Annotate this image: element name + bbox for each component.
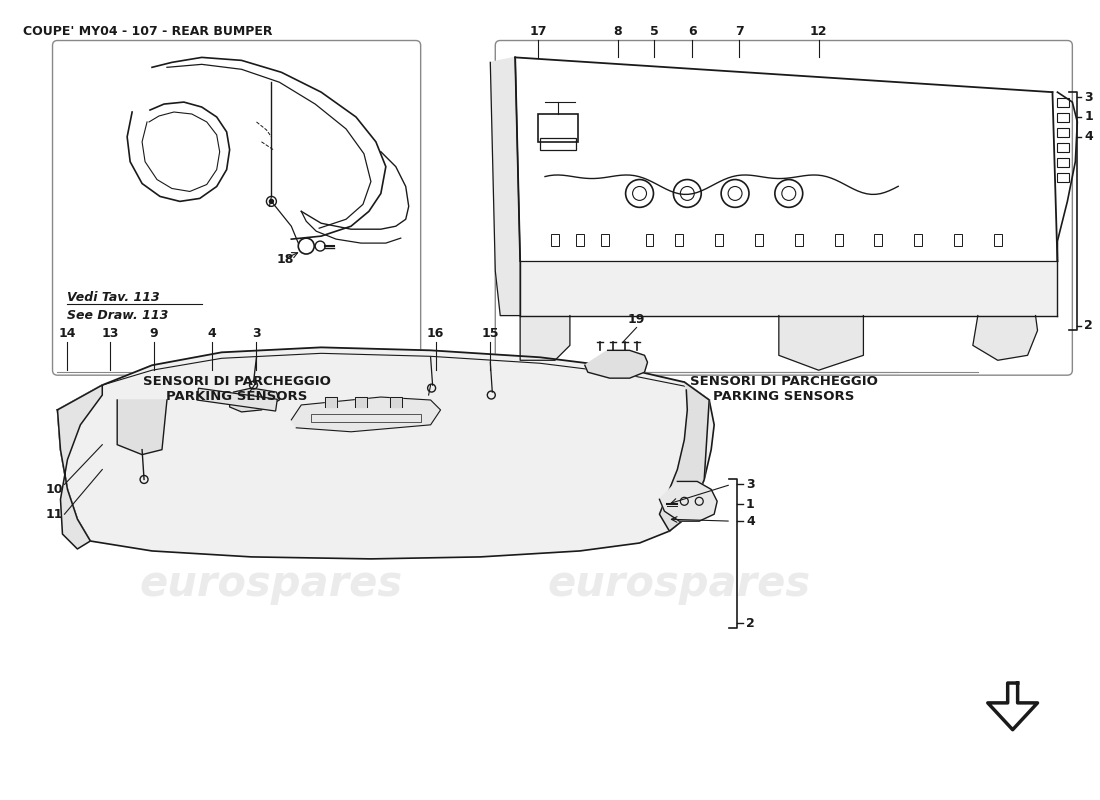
- Polygon shape: [118, 400, 167, 454]
- Text: 16: 16: [427, 327, 444, 341]
- Polygon shape: [520, 315, 570, 360]
- Text: 11: 11: [46, 508, 64, 521]
- Text: eurospares: eurospares: [140, 197, 333, 226]
- Text: 18: 18: [276, 253, 294, 266]
- Text: 2: 2: [746, 617, 755, 630]
- Text: eurospares: eurospares: [140, 562, 403, 605]
- Bar: [1057, 173, 1069, 182]
- Bar: [755, 234, 763, 246]
- Bar: [1057, 158, 1069, 166]
- Polygon shape: [326, 397, 337, 407]
- Text: eurospares: eurospares: [688, 197, 880, 226]
- Bar: [551, 234, 559, 246]
- Text: 4: 4: [746, 514, 755, 528]
- Polygon shape: [585, 350, 648, 378]
- Text: See Draw. 113: See Draw. 113: [67, 309, 168, 322]
- Polygon shape: [57, 347, 714, 559]
- Text: 7: 7: [735, 25, 744, 38]
- Bar: [1057, 142, 1069, 152]
- Polygon shape: [988, 683, 1037, 730]
- Bar: [993, 234, 1002, 246]
- Bar: [835, 234, 843, 246]
- Text: SENSORI DI PARCHEGGIO: SENSORI DI PARCHEGGIO: [690, 375, 878, 388]
- Polygon shape: [779, 315, 864, 370]
- Polygon shape: [230, 388, 279, 412]
- Text: 6: 6: [688, 25, 696, 38]
- Text: 10: 10: [46, 483, 64, 496]
- Polygon shape: [292, 397, 441, 432]
- Bar: [954, 234, 961, 246]
- Text: eurospares: eurospares: [548, 562, 811, 605]
- Text: 8: 8: [614, 25, 622, 38]
- Text: 3: 3: [746, 478, 755, 491]
- Polygon shape: [491, 58, 520, 315]
- Text: Vedi Tav. 113: Vedi Tav. 113: [67, 290, 161, 304]
- Text: 4: 4: [1085, 130, 1093, 143]
- Text: COUPE' MY04 - 107 - REAR BUMPER: COUPE' MY04 - 107 - REAR BUMPER: [23, 25, 272, 38]
- Bar: [538, 114, 578, 142]
- Polygon shape: [57, 385, 102, 549]
- Text: 1: 1: [1085, 110, 1093, 123]
- Text: 19: 19: [628, 313, 646, 326]
- Bar: [1057, 128, 1069, 137]
- Polygon shape: [355, 397, 367, 407]
- Text: 1: 1: [746, 498, 755, 510]
- Text: 3: 3: [1085, 90, 1093, 104]
- Text: PARKING SENSORS: PARKING SENSORS: [166, 390, 307, 403]
- Text: 15: 15: [482, 327, 499, 341]
- Bar: [601, 234, 608, 246]
- Polygon shape: [389, 397, 402, 407]
- Text: SENSORI DI PARCHEGGIO: SENSORI DI PARCHEGGIO: [143, 375, 330, 388]
- Polygon shape: [659, 482, 717, 521]
- Bar: [715, 234, 723, 246]
- Polygon shape: [520, 261, 1057, 315]
- Bar: [576, 234, 584, 246]
- Bar: [1057, 98, 1069, 107]
- Text: 17: 17: [529, 25, 547, 38]
- Bar: [1057, 113, 1069, 122]
- Bar: [311, 414, 420, 422]
- FancyBboxPatch shape: [495, 41, 1072, 375]
- Bar: [874, 234, 882, 246]
- Bar: [675, 234, 683, 246]
- Bar: [540, 138, 576, 150]
- Polygon shape: [972, 315, 1037, 360]
- Bar: [197, 388, 277, 411]
- Text: 13: 13: [101, 327, 119, 341]
- Text: 3: 3: [252, 327, 261, 341]
- Text: PARKING SENSORS: PARKING SENSORS: [713, 390, 855, 403]
- Polygon shape: [659, 382, 710, 531]
- Bar: [795, 234, 803, 246]
- Circle shape: [270, 199, 274, 203]
- Text: 2: 2: [1085, 319, 1093, 332]
- Text: 5: 5: [650, 25, 659, 38]
- Text: 14: 14: [58, 327, 76, 341]
- Bar: [646, 234, 653, 246]
- Bar: [914, 234, 922, 246]
- Text: 4: 4: [207, 327, 216, 341]
- FancyBboxPatch shape: [53, 41, 420, 375]
- Text: 9: 9: [150, 327, 158, 341]
- Text: 12: 12: [810, 25, 827, 38]
